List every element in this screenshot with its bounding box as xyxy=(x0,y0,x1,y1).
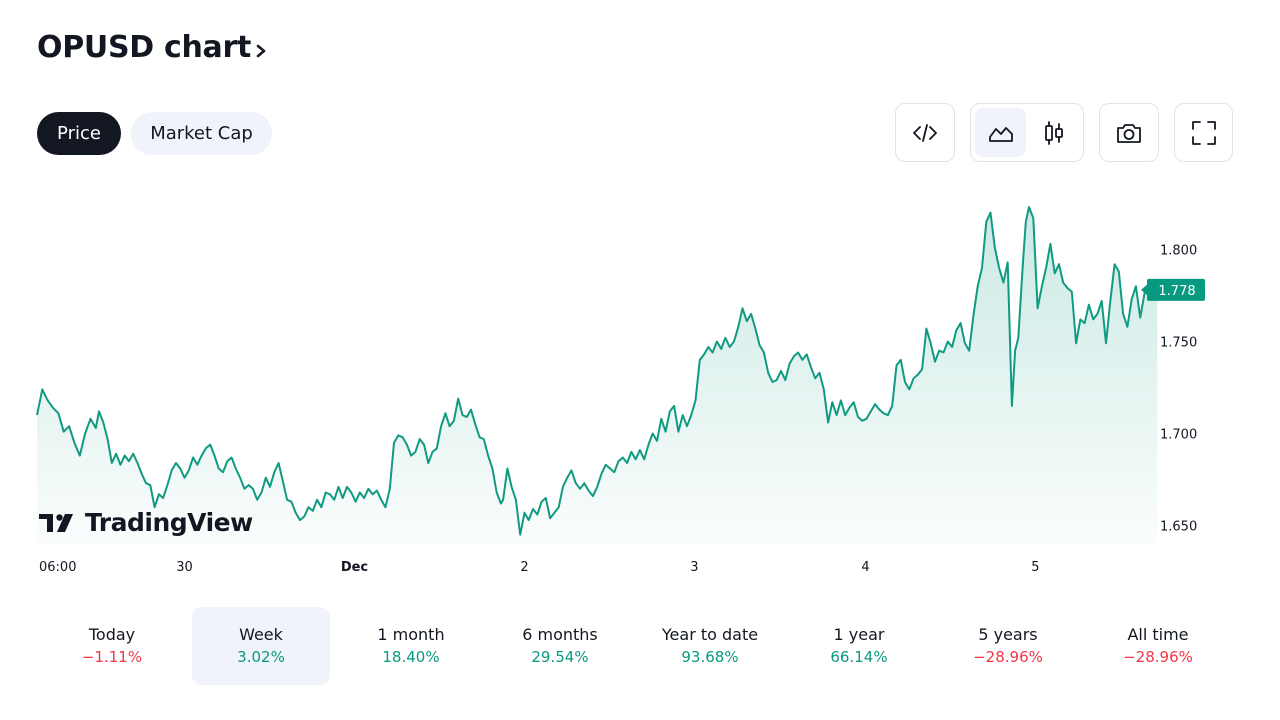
x-tick-label: 2 xyxy=(520,560,528,575)
period-change: 29.54% xyxy=(531,648,589,666)
y-tick-label: 1.750 xyxy=(1160,336,1197,351)
period-change: −28.96% xyxy=(1123,648,1193,666)
period-1-year[interactable]: 1 year 66.14% xyxy=(790,607,928,685)
y-tick-label: 1.800 xyxy=(1160,243,1197,258)
tradingview-logo[interactable]: TradingView xyxy=(39,508,253,537)
period-change: −28.96% xyxy=(973,648,1043,666)
area-chart-icon xyxy=(988,126,1013,142)
price-line xyxy=(36,206,1158,536)
period-week[interactable]: Week 3.02% xyxy=(192,607,330,685)
candlestick-icon xyxy=(1044,120,1063,145)
last-price-label: 1.778 xyxy=(1158,284,1195,299)
tab-market-cap[interactable]: Market Cap xyxy=(131,112,272,155)
embed-code-icon xyxy=(913,123,937,142)
period-year-to-date[interactable]: Year to date 93.68% xyxy=(641,607,779,685)
camera-icon xyxy=(1117,123,1141,143)
fullscreen-icon xyxy=(1191,120,1216,145)
embed-button[interactable] xyxy=(895,103,955,162)
x-tick-label: 4 xyxy=(861,560,869,575)
period-change: 93.68% xyxy=(681,648,739,666)
chart-style-toggle xyxy=(970,103,1084,162)
period-label: 6 months xyxy=(522,625,598,644)
period-label: 5 years xyxy=(978,625,1038,644)
last-price-badge: 1.778 xyxy=(1141,278,1205,301)
price-chart[interactable]: 1.800 1.750 1.700 1.650 06:00 30 Dec 2 3 4 5 1.77… xyxy=(0,0,1280,600)
x-tick-label: Dec xyxy=(341,560,368,575)
period-label: 1 month xyxy=(377,625,445,644)
period-label: Year to date xyxy=(661,625,759,644)
x-tick-label: 3 xyxy=(690,560,698,575)
y-tick-label: 1.700 xyxy=(1160,428,1197,443)
chevron-right-icon xyxy=(256,44,266,57)
period-all-time[interactable]: All time −28.96% xyxy=(1089,607,1227,685)
candlestick-chart-button[interactable] xyxy=(1028,108,1079,157)
period-label: Week xyxy=(239,625,283,644)
period-label: All time xyxy=(1127,625,1189,644)
period-6-months[interactable]: 6 months 29.54% xyxy=(491,607,629,685)
tab-price[interactable]: Price xyxy=(37,112,121,155)
period-change: 66.14% xyxy=(830,648,888,666)
period-change: 3.02% xyxy=(237,648,285,666)
period-change: −1.11% xyxy=(81,648,143,666)
period-label: Today xyxy=(88,625,136,644)
period-label: 1 year xyxy=(833,625,885,644)
x-tick-label: 5 xyxy=(1031,560,1039,575)
screenshot-button[interactable] xyxy=(1099,103,1159,162)
x-tick-label: 30 xyxy=(176,560,193,575)
chart-title-link[interactable]: OPUSD chart xyxy=(37,30,267,65)
tradingview-logo-icon xyxy=(39,513,73,532)
area-chart-button[interactable] xyxy=(975,108,1026,157)
price-area xyxy=(37,207,1158,544)
period-1-month[interactable]: 1 month 18.40% xyxy=(342,607,480,685)
tradingview-wordmark: TradingView xyxy=(85,508,253,537)
period-today[interactable]: Today −1.11% xyxy=(43,607,181,685)
period-selector: Today −1.11% Week 3.02% 1 month 18.40% 6… xyxy=(37,607,1233,685)
page-title: OPUSD chart xyxy=(37,30,252,65)
fullscreen-button[interactable] xyxy=(1174,103,1233,162)
period-change: 18.40% xyxy=(382,648,440,666)
y-tick-label: 1.650 xyxy=(1160,520,1197,535)
period-5-years[interactable]: 5 years −28.96% xyxy=(939,607,1077,685)
x-tick-label: 06:00 xyxy=(39,560,76,575)
